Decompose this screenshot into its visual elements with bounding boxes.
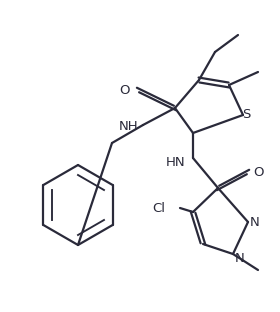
- Text: S: S: [242, 109, 250, 121]
- Text: N: N: [235, 252, 245, 266]
- Text: O: O: [253, 165, 263, 178]
- Text: NH: NH: [118, 120, 138, 134]
- Text: O: O: [120, 84, 130, 96]
- Text: HN: HN: [165, 157, 185, 169]
- Text: Cl: Cl: [152, 202, 165, 215]
- Text: N: N: [250, 216, 260, 228]
